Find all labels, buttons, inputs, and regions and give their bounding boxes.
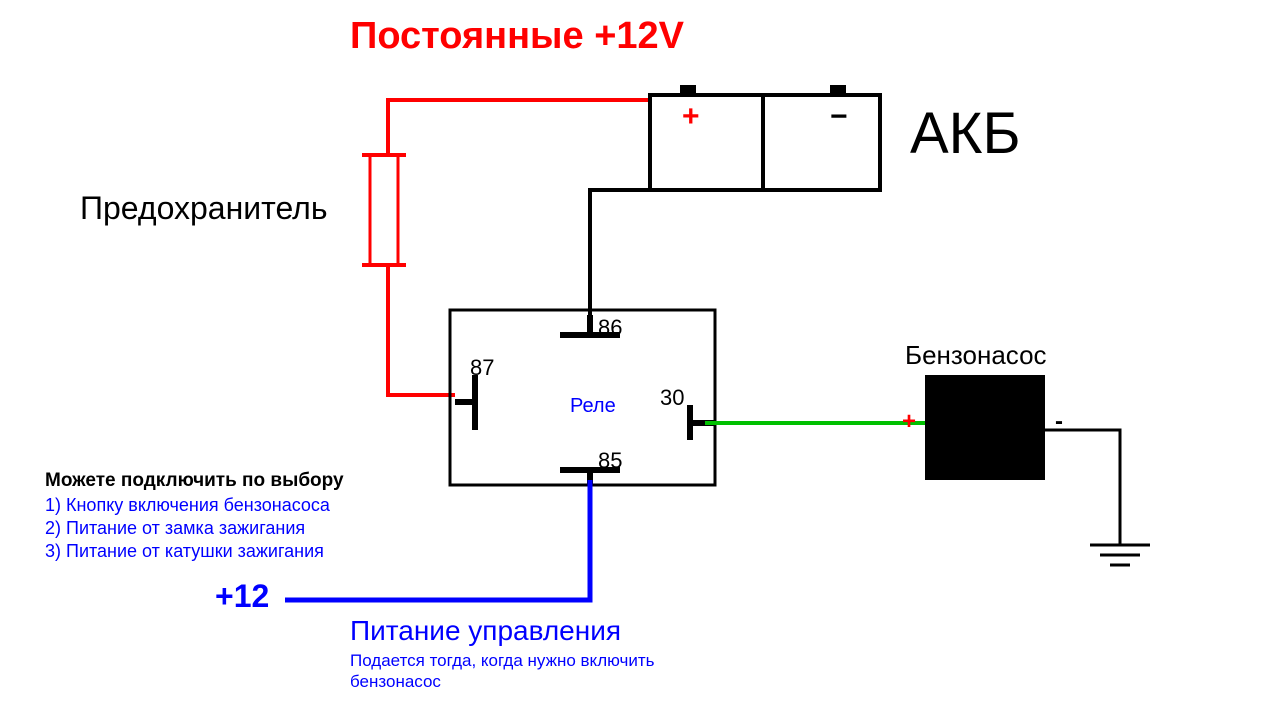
wiring-svg bbox=[0, 0, 1280, 720]
opt3: 3) Питание от катушки зажигания bbox=[45, 541, 324, 562]
pin87-label: 87 bbox=[470, 355, 494, 381]
pin86-label: 86 bbox=[598, 315, 622, 341]
pump-label: Бензонасос bbox=[905, 340, 1047, 371]
pump-plus: + bbox=[902, 408, 916, 436]
control-sub: Подается тогда, когда нужно включить бен… bbox=[350, 650, 654, 693]
batt-minus: − bbox=[830, 100, 848, 134]
opt1: 1) Кнопку включения бензонасоса bbox=[45, 495, 330, 516]
circuit-diagram: { "colors": { "red": "#ff0000", "black":… bbox=[0, 0, 1280, 720]
relay-label: Реле bbox=[570, 395, 616, 418]
control-title: Питание управления bbox=[350, 615, 621, 647]
pump-minus: - bbox=[1055, 408, 1063, 436]
opt2: 2) Питание от замка зажигания bbox=[45, 518, 305, 539]
title-label: Постоянные +12V bbox=[350, 15, 684, 58]
battery-label: АКБ bbox=[910, 100, 1021, 167]
opt-title: Можете подключить по выбору bbox=[45, 470, 344, 492]
fuse-label: Предохранитель bbox=[80, 190, 328, 227]
pin85-label: 85 bbox=[598, 448, 622, 474]
plus12-label: +12 bbox=[215, 578, 269, 615]
batt-plus: + bbox=[682, 100, 700, 134]
pin30-label: 30 bbox=[660, 385, 684, 411]
